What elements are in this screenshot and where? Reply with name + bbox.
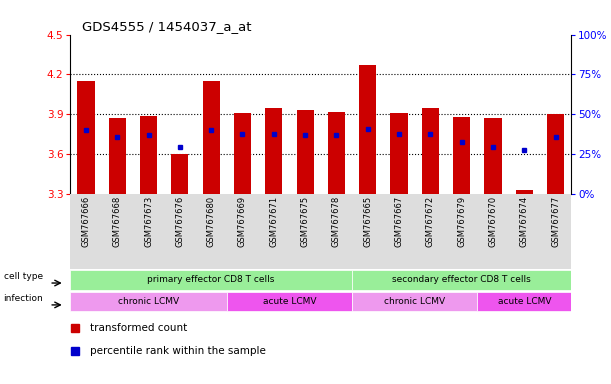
Text: acute LCMV: acute LCMV [497,297,551,306]
Bar [477,292,571,311]
Text: GSM767669: GSM767669 [238,195,247,247]
Bar [234,113,251,194]
Text: GSM767665: GSM767665 [364,195,372,247]
Text: acute LCMV: acute LCMV [263,297,316,306]
Text: GSM767679: GSM767679 [457,195,466,247]
Text: GSM767671: GSM767671 [269,195,278,247]
Text: GSM767675: GSM767675 [301,195,310,247]
Bar [296,110,313,194]
Bar [227,292,352,311]
Bar [485,118,502,194]
Bar [422,108,439,194]
Bar [140,116,157,194]
Bar [328,112,345,194]
Text: GSM767678: GSM767678 [332,195,341,247]
Text: GSM767667: GSM767667 [395,195,403,247]
Bar [70,270,352,290]
Text: GSM767680: GSM767680 [207,195,216,247]
Bar [390,113,408,194]
Text: GSM767673: GSM767673 [144,195,153,247]
Bar [70,194,571,269]
Text: primary effector CD8 T cells: primary effector CD8 T cells [147,275,275,284]
Text: GDS4555 / 1454037_a_at: GDS4555 / 1454037_a_at [82,20,252,33]
Text: GSM767672: GSM767672 [426,195,435,247]
Text: cell type: cell type [4,272,43,281]
Bar [265,108,282,194]
Text: transformed count: transformed count [90,323,188,333]
Text: GSM767676: GSM767676 [175,195,185,247]
Text: GSM767666: GSM767666 [81,195,90,247]
Text: chronic LCMV: chronic LCMV [384,297,445,306]
Bar [352,270,571,290]
Text: secondary effector CD8 T cells: secondary effector CD8 T cells [392,275,531,284]
Bar [70,292,227,311]
Text: chronic LCMV: chronic LCMV [118,297,179,306]
Bar [547,114,564,194]
Text: infection: infection [4,294,43,303]
Text: GSM767674: GSM767674 [520,195,529,247]
Bar [453,117,470,194]
Text: percentile rank within the sample: percentile rank within the sample [90,346,266,356]
Bar [516,190,533,194]
Text: GSM767668: GSM767668 [113,195,122,247]
Bar [78,81,95,194]
Bar [109,118,126,194]
Bar [203,81,220,194]
Bar [359,65,376,194]
Bar [171,154,188,194]
Text: GSM767677: GSM767677 [551,195,560,247]
Bar [352,292,477,311]
Text: GSM767670: GSM767670 [489,195,497,247]
